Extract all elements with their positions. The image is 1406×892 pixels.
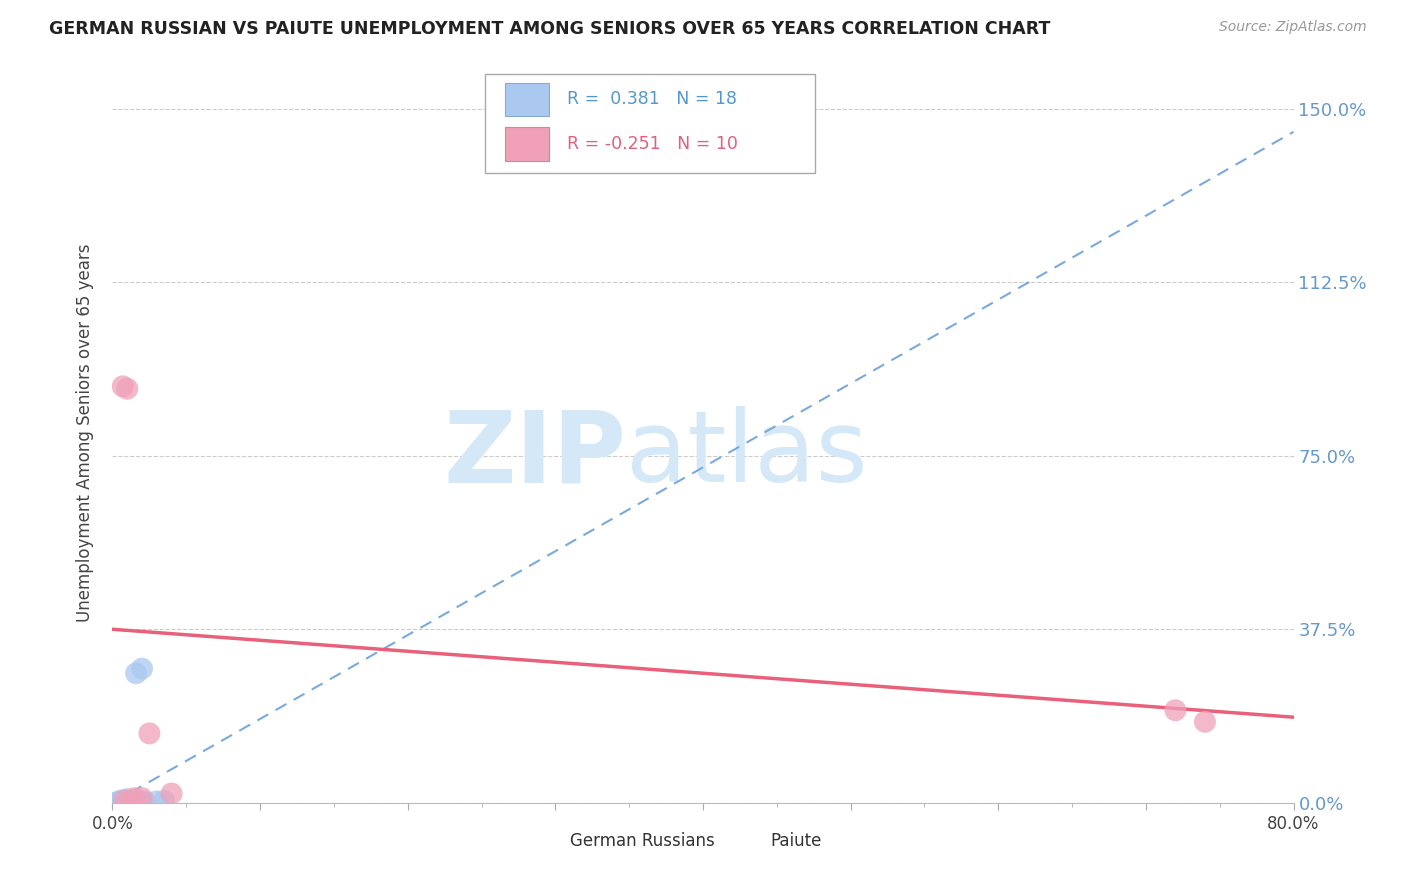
Text: R =  0.381   N = 18: R = 0.381 N = 18 — [567, 90, 737, 109]
Point — [120, 796, 142, 810]
Point — [124, 794, 146, 808]
FancyBboxPatch shape — [733, 836, 766, 853]
Point — [124, 791, 146, 805]
Text: German Russians: German Russians — [569, 832, 714, 850]
Point — [118, 794, 141, 808]
Point — [112, 793, 135, 807]
FancyBboxPatch shape — [505, 83, 550, 116]
Point — [120, 793, 142, 807]
Point — [112, 793, 135, 807]
Text: Source: ZipAtlas.com: Source: ZipAtlas.com — [1219, 20, 1367, 34]
Point — [146, 794, 169, 808]
FancyBboxPatch shape — [485, 73, 815, 173]
Point — [104, 796, 127, 810]
Point — [108, 794, 131, 808]
Point — [131, 662, 153, 676]
Point — [160, 787, 183, 801]
Point — [153, 794, 176, 808]
Point — [125, 666, 148, 681]
Point — [131, 791, 153, 805]
FancyBboxPatch shape — [505, 128, 550, 161]
Text: R = -0.251   N = 10: R = -0.251 N = 10 — [567, 135, 738, 153]
Point — [117, 382, 138, 396]
Point — [128, 793, 150, 807]
Point — [138, 726, 160, 740]
FancyBboxPatch shape — [531, 836, 565, 853]
Text: Paiute: Paiute — [770, 832, 821, 850]
Point — [1194, 714, 1216, 729]
Point — [114, 795, 136, 809]
Point — [1164, 703, 1187, 717]
Y-axis label: Unemployment Among Seniors over 65 years: Unemployment Among Seniors over 65 years — [76, 244, 94, 622]
Text: ZIP: ZIP — [443, 407, 626, 503]
Point — [111, 796, 134, 810]
Point — [134, 795, 156, 809]
Point — [117, 792, 138, 806]
Point — [111, 379, 134, 393]
Text: GERMAN RUSSIAN VS PAIUTE UNEMPLOYMENT AMONG SENIORS OVER 65 YEARS CORRELATION CH: GERMAN RUSSIAN VS PAIUTE UNEMPLOYMENT AM… — [49, 20, 1050, 37]
Point — [110, 793, 132, 807]
Point — [107, 795, 129, 809]
Point — [121, 793, 143, 807]
Text: atlas: atlas — [626, 407, 868, 503]
